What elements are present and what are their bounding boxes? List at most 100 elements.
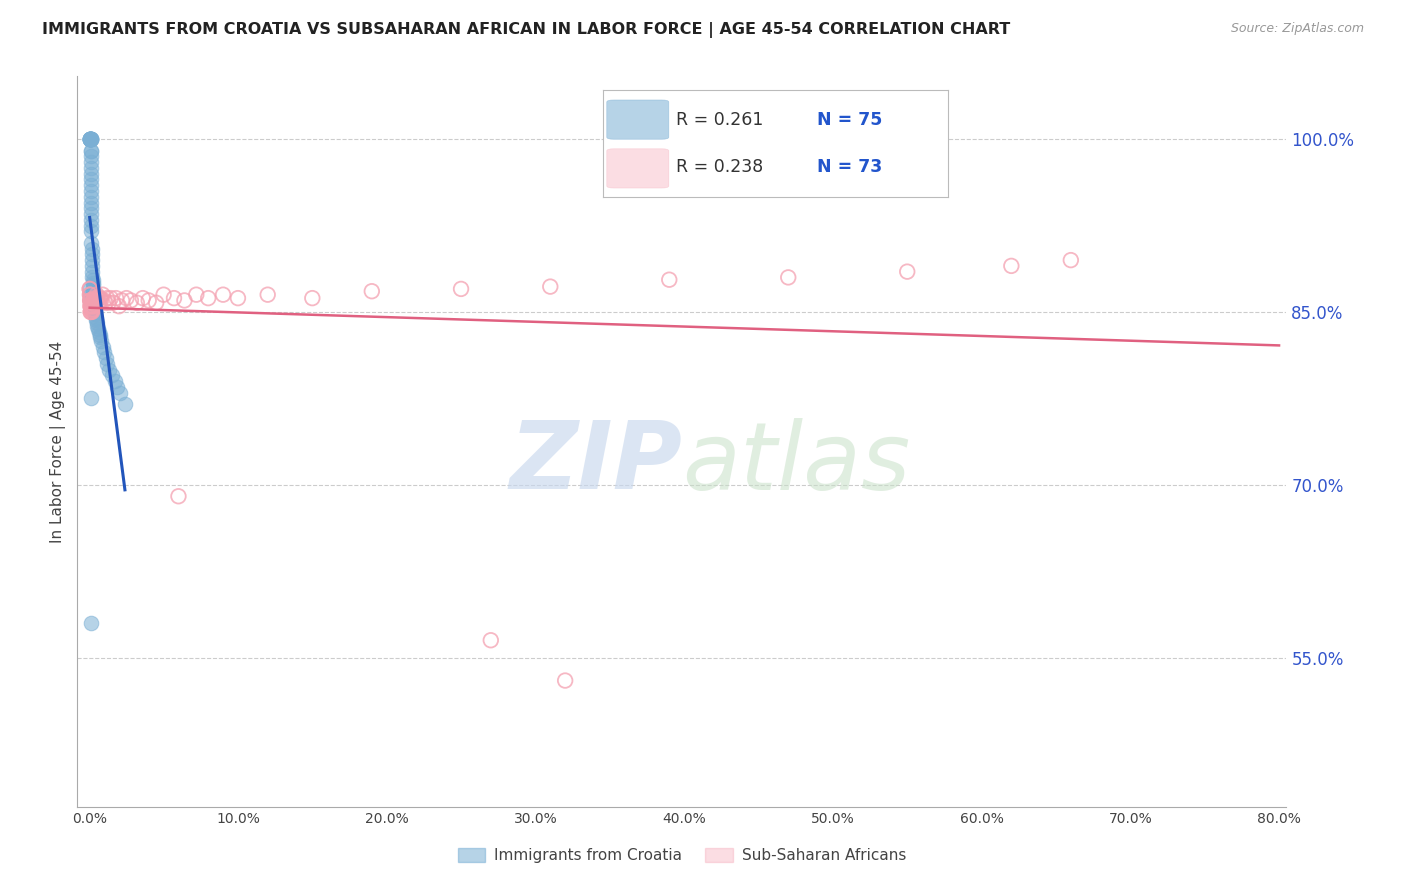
Point	[80, 224, 103, 238]
Point	[101, 295, 124, 310]
Point	[93, 293, 115, 308]
Point	[82, 290, 104, 304]
Point	[80, 301, 103, 316]
Point	[79, 282, 101, 296]
Point	[107, 380, 129, 394]
Point	[132, 291, 155, 305]
Point	[114, 397, 136, 411]
Point	[80, 212, 103, 227]
Point	[82, 295, 104, 310]
Point	[83, 293, 105, 308]
Text: Source: ZipAtlas.com: Source: ZipAtlas.com	[1230, 22, 1364, 36]
Point	[100, 291, 122, 305]
Point	[79, 287, 101, 301]
Point	[111, 293, 134, 308]
Point	[301, 291, 323, 305]
Text: atlas: atlas	[682, 418, 910, 509]
Point	[94, 295, 117, 310]
Point	[84, 291, 107, 305]
Point	[86, 291, 108, 305]
Point	[82, 293, 104, 308]
Point	[83, 295, 105, 310]
Point	[80, 242, 103, 256]
Point	[80, 253, 103, 268]
Point	[80, 167, 103, 181]
Point	[84, 307, 107, 321]
Point	[80, 305, 103, 319]
Point	[79, 132, 101, 146]
Point	[87, 325, 110, 339]
Point	[658, 273, 681, 287]
Point	[83, 291, 105, 305]
Point	[80, 132, 103, 146]
Point	[86, 317, 108, 331]
Point	[80, 303, 103, 318]
Point	[82, 282, 104, 296]
Point	[80, 219, 103, 233]
Point	[80, 301, 103, 315]
Point	[80, 195, 103, 210]
Point	[80, 172, 103, 186]
Point	[167, 489, 190, 503]
Point	[163, 291, 186, 305]
Point	[90, 293, 112, 308]
Point	[98, 362, 121, 376]
Point	[80, 144, 103, 158]
Point	[91, 287, 114, 301]
Point	[87, 322, 110, 336]
Point	[80, 144, 103, 158]
Point	[80, 132, 103, 146]
Point	[80, 305, 103, 319]
Point	[80, 299, 103, 313]
Point	[212, 287, 235, 301]
Point	[80, 298, 103, 312]
Point	[82, 265, 104, 279]
Point	[97, 295, 120, 310]
Point	[80, 615, 103, 630]
Point	[100, 368, 122, 383]
Point	[80, 293, 103, 308]
Point	[80, 184, 103, 198]
Point	[86, 318, 108, 333]
Point	[79, 132, 101, 146]
Point	[94, 351, 117, 365]
Point	[79, 132, 101, 146]
Point	[226, 291, 249, 305]
Point	[79, 293, 101, 308]
Point	[173, 293, 195, 308]
Text: IMMIGRANTS FROM CROATIA VS SUBSAHARAN AFRICAN IN LABOR FORCE | AGE 45-54 CORRELA: IMMIGRANTS FROM CROATIA VS SUBSAHARAN AF…	[42, 22, 1011, 38]
Point	[80, 178, 103, 193]
Point	[82, 302, 104, 317]
Point	[450, 282, 472, 296]
Legend: Immigrants from Croatia, Sub-Saharan Africans: Immigrants from Croatia, Sub-Saharan Afr…	[451, 842, 912, 869]
Point	[79, 132, 101, 146]
Point	[86, 287, 108, 301]
Point	[186, 287, 208, 301]
Point	[80, 305, 103, 319]
Point	[197, 291, 219, 305]
Point	[79, 287, 101, 301]
Point	[82, 278, 104, 293]
Point	[82, 287, 104, 301]
Point	[90, 334, 112, 348]
Point	[84, 293, 107, 308]
Point	[479, 633, 502, 648]
Point	[79, 282, 101, 296]
Point	[83, 295, 105, 310]
Point	[89, 328, 111, 343]
Point	[79, 293, 101, 308]
Point	[82, 284, 104, 298]
Point	[138, 293, 160, 308]
Point	[80, 207, 103, 221]
Text: ZIP: ZIP	[509, 417, 682, 509]
Point	[83, 305, 105, 319]
Point	[83, 299, 105, 313]
Point	[80, 247, 103, 261]
Point	[80, 392, 103, 406]
Point	[89, 291, 111, 305]
Point	[1060, 253, 1083, 268]
Point	[82, 299, 104, 313]
Point	[79, 132, 101, 146]
Point	[87, 295, 110, 310]
Point	[87, 291, 110, 305]
